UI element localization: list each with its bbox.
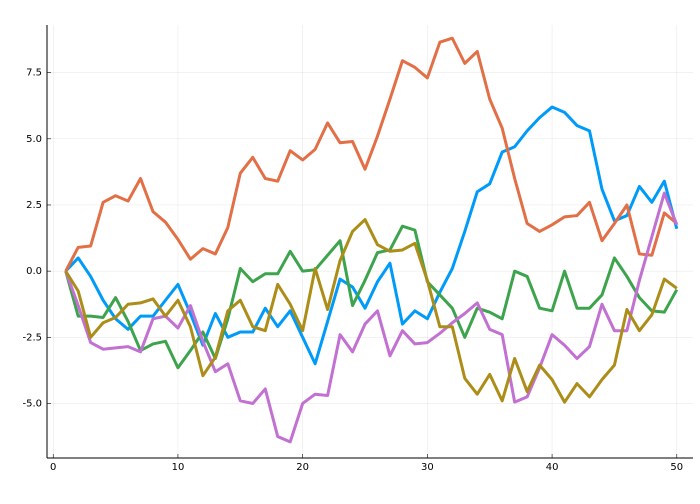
- line-series: [64, 105, 679, 366]
- y-tick-label: 0.0: [26, 266, 42, 277]
- line-series: [64, 36, 678, 272]
- line-series: [64, 224, 679, 370]
- x-tick-label: 0: [50, 462, 56, 473]
- line-series: [64, 218, 678, 404]
- x-tick-label: 10: [172, 462, 185, 473]
- y-tick-label: 5.0: [26, 134, 42, 145]
- x-tick-label: 20: [296, 462, 309, 473]
- y-tick-label: 7.5: [26, 68, 42, 79]
- line-series: [64, 191, 679, 444]
- x-tick-label: 50: [670, 462, 683, 473]
- y-tick-label: 2.5: [26, 200, 42, 211]
- x-tick-label: 40: [546, 462, 559, 473]
- x-tick-label: 30: [421, 462, 434, 473]
- y-tick-label: -5.0: [22, 398, 42, 409]
- y-tick-label: -2.5: [22, 332, 42, 343]
